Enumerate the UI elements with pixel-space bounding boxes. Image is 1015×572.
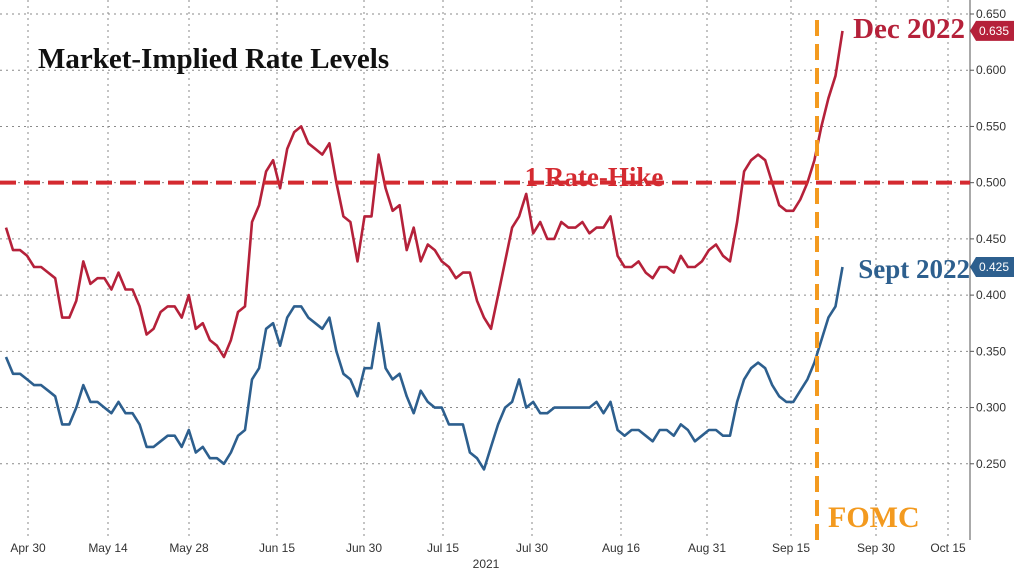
x-tick-label: Oct 15 xyxy=(930,541,966,555)
x-tick-label: Aug 16 xyxy=(602,541,640,555)
x-tick-label: Jun 30 xyxy=(346,541,382,555)
x-tick-label: Aug 31 xyxy=(688,541,726,555)
last-value-label: 0.635 xyxy=(979,24,1009,38)
series-line-sept-2022 xyxy=(4,266,844,471)
fomc-label: FOMC xyxy=(828,501,920,534)
x-tick-label: May 28 xyxy=(169,541,209,555)
series-label-sept-2022: Sept 2022 xyxy=(858,254,970,284)
annotations: 1 Rate-Hike Dec 2022 Sept 2022 FOMC xyxy=(0,13,970,540)
rate-hike-label: 1 Rate-Hike xyxy=(525,162,664,192)
y-tick-label: 0.400 xyxy=(976,288,1006,302)
y-tick-label: 0.300 xyxy=(976,401,1006,415)
y-tick-label: 0.500 xyxy=(976,176,1006,190)
y-tick-label: 0.550 xyxy=(976,119,1006,133)
x-tick-label: Jul 30 xyxy=(516,541,548,555)
y-axis: 0.250 0.300 0.350 0.400 0.450 0.500 0.550 0.600… xyxy=(969,0,1006,540)
grid xyxy=(0,0,970,538)
last-value-tag: 0.425 xyxy=(970,257,1014,277)
x-tick-label: Sep 15 xyxy=(772,541,810,555)
y-tick-label: 0.250 xyxy=(976,457,1006,471)
series-label-dec-2022: Dec 2022 xyxy=(853,13,965,45)
x-tick-label: Jul 15 xyxy=(427,541,459,555)
x-tick-label: May 14 xyxy=(88,541,128,555)
series-line-dec-2022 xyxy=(4,30,844,359)
x-axis: Apr 30 May 14 May 28 Jun 15 Jun 30 Jul 15 Jul … xyxy=(10,541,966,555)
x-tick-label: Apr 30 xyxy=(10,541,46,555)
y-tick-label: 0.350 xyxy=(976,344,1006,358)
series-layer: 0.635 0.425 xyxy=(4,20,1014,471)
year-label: 2021 xyxy=(473,557,500,571)
y-tick-label: 0.450 xyxy=(976,232,1006,246)
y-tick-label: 0.650 xyxy=(976,7,1006,21)
x-tick-label: Sep 30 xyxy=(857,541,895,555)
y-tick-label: 0.600 xyxy=(976,63,1006,77)
last-value-tag: 0.635 xyxy=(970,20,1014,41)
x-tick-label: Jun 15 xyxy=(259,541,295,555)
last-value-label: 0.425 xyxy=(979,260,1009,274)
chart-title: Market-Implied Rate Levels xyxy=(38,43,389,75)
